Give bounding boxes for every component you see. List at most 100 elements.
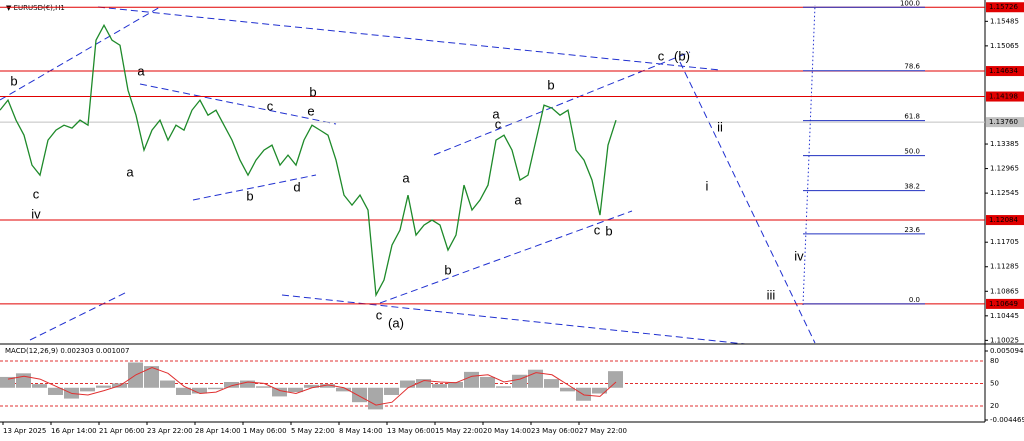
level-label: 1.10649 (989, 300, 1018, 308)
macd-bar (416, 379, 431, 388)
x-tick-label: 13 Apr 2025 (3, 427, 46, 435)
macd-bar (240, 380, 255, 388)
macd-bar (352, 387, 367, 403)
macd-bar (400, 380, 415, 388)
wave-label: d (293, 179, 300, 194)
macd-bar (272, 387, 287, 397)
wave-label: ii (717, 119, 723, 134)
fib-label: 23.6 (904, 226, 920, 234)
x-tick-label: 16 Apr 14:00 (51, 427, 97, 435)
y-tick-label: 1.10025 (990, 336, 1019, 344)
macd-bar (48, 387, 63, 395)
y-tick-label: 1.15065 (990, 42, 1019, 50)
chart-title: ▼ EURUSD(€),H1 (6, 4, 65, 12)
wave-label: a (514, 192, 522, 207)
y-tick-label: 1.13385 (990, 140, 1019, 148)
trend-line (433, 51, 691, 156)
wave-label: iv (794, 248, 804, 263)
macd-bar (224, 381, 239, 388)
x-tick-label: 23 Apr 22:00 (147, 427, 193, 435)
macd-bar (208, 387, 223, 390)
x-tick-label: 27 May 22:00 (579, 427, 627, 435)
current-price-label: 1.13760 (989, 118, 1018, 126)
wave-label: b (605, 223, 612, 238)
macd-tick-label: 0.005094 (990, 347, 1024, 355)
macd-bar (80, 387, 95, 392)
fib-label: 100.0 (900, 0, 920, 7)
level-box (986, 215, 1024, 226)
level-label: 1.12084 (989, 216, 1018, 224)
macd-bar (96, 385, 111, 388)
macd-bar (448, 381, 463, 388)
level-box (986, 91, 1024, 102)
level-label: 1.15726 (989, 3, 1018, 11)
x-tick-label: 1 May 06:00 (243, 427, 287, 435)
x-tick-label: 20 May 14:00 (483, 427, 531, 435)
x-tick-label: 28 Apr 14:00 (195, 427, 241, 435)
trend-line (0, 6, 161, 101)
wave-label: c (658, 48, 665, 63)
wave-label: c (594, 222, 601, 237)
price-line (0, 23, 617, 298)
fib-label: 0.0 (909, 296, 920, 304)
wave-label: a (137, 63, 145, 78)
macd-bar (304, 384, 319, 388)
wave-label: b (309, 84, 316, 99)
x-tick-label: 8 May 14:00 (339, 427, 383, 435)
wave-label: (b) (674, 48, 690, 63)
x-tick-label: 15 May 22:00 (435, 427, 483, 435)
trend-line (139, 83, 337, 125)
y-tick-label: 1.10445 (990, 312, 1019, 320)
macd-bar (176, 387, 191, 395)
wave-label: c (376, 307, 383, 322)
macd-bar (480, 376, 495, 388)
macd-bar (608, 371, 623, 388)
wave-label: iii (767, 287, 776, 302)
trend-line (29, 291, 128, 341)
x-tick-label: 21 Apr 06:00 (99, 427, 145, 435)
fib-label: 38.2 (904, 183, 920, 191)
macd-bar (0, 376, 15, 388)
level-label: 1.14198 (989, 93, 1018, 101)
wave-label: c (33, 186, 40, 201)
wave-label: i (706, 178, 709, 193)
osc-level-label: 50 (990, 380, 999, 388)
macd-bar (288, 387, 303, 393)
trend-line (97, 6, 721, 71)
macd-bar (160, 380, 175, 388)
x-tick-label: 23 May 06:00 (531, 427, 579, 435)
osc-level-label: 80 (990, 357, 999, 365)
macd-bar (432, 384, 447, 388)
wave-label: a (402, 170, 410, 185)
y-tick-label: 1.12545 (990, 189, 1019, 197)
y-tick-label: 1.11285 (990, 263, 1019, 271)
macd-bar (256, 386, 271, 388)
fib-label: 78.6 (904, 63, 920, 71)
fib-label: 50.0 (904, 148, 920, 156)
macd-bar (320, 384, 335, 388)
level-box (986, 117, 1024, 128)
signal-line (7, 367, 617, 406)
wave-label: iv (31, 206, 41, 221)
macd-bar (336, 387, 351, 392)
wave-label: a (126, 164, 134, 179)
macd-label: MACD(12,26,9) 0.002303 0.001007 (5, 347, 129, 355)
macd-bar (368, 387, 383, 410)
trend-line (281, 294, 746, 345)
wave-label: c (495, 116, 502, 131)
macd-bar (496, 386, 511, 388)
y-tick-label: 1.15485 (990, 17, 1019, 25)
wave-label: (a) (388, 315, 404, 330)
level-box (986, 298, 1024, 309)
macd-bar (16, 373, 31, 388)
macd-bar (32, 384, 47, 388)
macd-bar (144, 366, 159, 388)
trend-line (679, 61, 816, 344)
macd-bar (592, 387, 607, 394)
trend-line (379, 210, 633, 304)
wave-label: b (547, 77, 554, 92)
level-box (986, 66, 1024, 77)
macd-bar (384, 387, 399, 395)
fib-label: 61.8 (904, 113, 920, 121)
